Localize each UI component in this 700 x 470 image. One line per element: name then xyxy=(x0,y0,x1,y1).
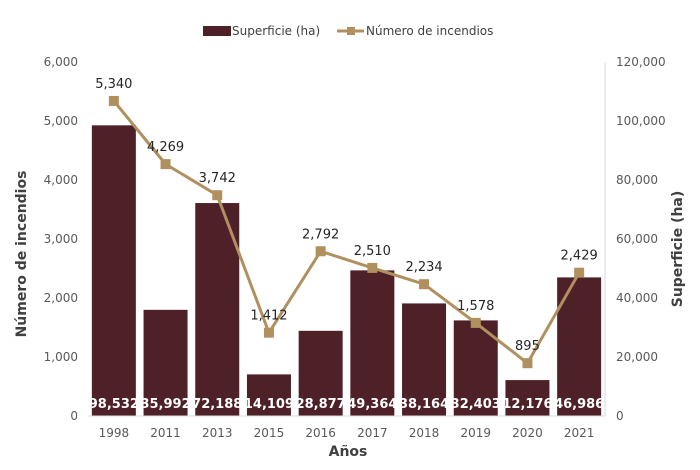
bar-data-label: 46,986 xyxy=(554,397,604,412)
x-axis-tick: 1998 xyxy=(99,426,130,440)
left-axis-tick: 3,000 xyxy=(44,232,78,246)
left-axis-tick: 5,000 xyxy=(44,114,78,128)
legend-line-marker xyxy=(347,27,355,35)
bar xyxy=(402,303,447,416)
bar xyxy=(195,203,240,416)
line-marker xyxy=(108,95,119,106)
line-marker xyxy=(419,279,430,290)
bar xyxy=(91,125,136,416)
line-marker xyxy=(315,246,326,257)
bar-data-label: 38,164 xyxy=(399,397,449,412)
bar-data-label: 72,188 xyxy=(192,397,242,412)
line-series xyxy=(112,99,581,365)
bar-data-label: 35,992 xyxy=(140,397,190,412)
legend-line-label: Número de incendios xyxy=(366,24,493,38)
bar xyxy=(143,309,188,416)
legend-bar-swatch xyxy=(203,26,231,36)
line-marker xyxy=(470,317,481,328)
line-data-label: 2,792 xyxy=(302,227,339,242)
x-axis-tick: 2015 xyxy=(254,426,285,440)
line-data-label: 5,340 xyxy=(95,77,132,92)
bar-data-label: 98,532 xyxy=(89,397,139,412)
line-data-label: 3,742 xyxy=(199,171,236,186)
left-axis-tick: 0 xyxy=(70,409,78,423)
bar xyxy=(505,380,550,416)
bar xyxy=(246,374,291,416)
left-axis-title: Número de incendios xyxy=(14,171,30,338)
line-marker xyxy=(574,267,585,278)
right-axis-tick: 100,000 xyxy=(616,114,666,128)
line-data-label: 4,269 xyxy=(147,140,184,155)
legend-bar-label: Superficie (ha) xyxy=(232,24,320,38)
x-axis-tick: 2020 xyxy=(512,426,543,440)
bar-data-label: 28,877 xyxy=(296,397,346,412)
line-marker xyxy=(212,190,223,201)
bar-data-label: 32,403 xyxy=(451,397,501,412)
line-data-label: 2,429 xyxy=(561,249,598,264)
bar-data-label: 49,364 xyxy=(347,397,397,412)
line-marker xyxy=(367,262,378,273)
line-data-label: 895 xyxy=(515,339,540,354)
x-axis-tick: 2011 xyxy=(150,426,181,440)
bar xyxy=(298,330,343,416)
x-axis-tick: 2019 xyxy=(460,426,491,440)
left-axis-tick: 6,000 xyxy=(44,55,78,69)
bar-data-label: 14,109 xyxy=(244,397,294,412)
line-marker xyxy=(263,327,274,338)
x-axis-tick: 2013 xyxy=(202,426,233,440)
left-axis-tick: 2,000 xyxy=(44,291,78,305)
x-axis-tick: 2021 xyxy=(564,426,595,440)
right-axis-tick: 120,000 xyxy=(616,55,666,69)
bar-data-label: 12,176 xyxy=(502,397,552,412)
right-axis-title: Superficie (ha) xyxy=(670,191,686,308)
x-axis-tick: 2016 xyxy=(305,426,336,440)
line-marker xyxy=(522,358,533,369)
left-axis-tick: 4,000 xyxy=(44,173,78,187)
bar xyxy=(350,270,395,416)
right-axis-tick: 60,000 xyxy=(616,232,658,246)
left-axis-tick: 1,000 xyxy=(44,350,78,364)
bar xyxy=(453,320,498,416)
right-axis-tick: 20,000 xyxy=(616,350,658,364)
right-axis-tick: 80,000 xyxy=(616,173,658,187)
line-data-label: 2,510 xyxy=(354,244,391,259)
line-marker xyxy=(160,159,171,170)
right-axis-tick: 0 xyxy=(616,409,624,423)
right-axis-tick: 40,000 xyxy=(616,291,658,305)
line-data-label: 2,234 xyxy=(405,260,442,275)
line-data-label: 1,412 xyxy=(250,309,287,324)
x-axis-tick: 2017 xyxy=(357,426,388,440)
line-data-label: 1,578 xyxy=(457,299,494,314)
x-axis-title: Años xyxy=(329,444,368,460)
x-axis-tick: 2018 xyxy=(409,426,440,440)
